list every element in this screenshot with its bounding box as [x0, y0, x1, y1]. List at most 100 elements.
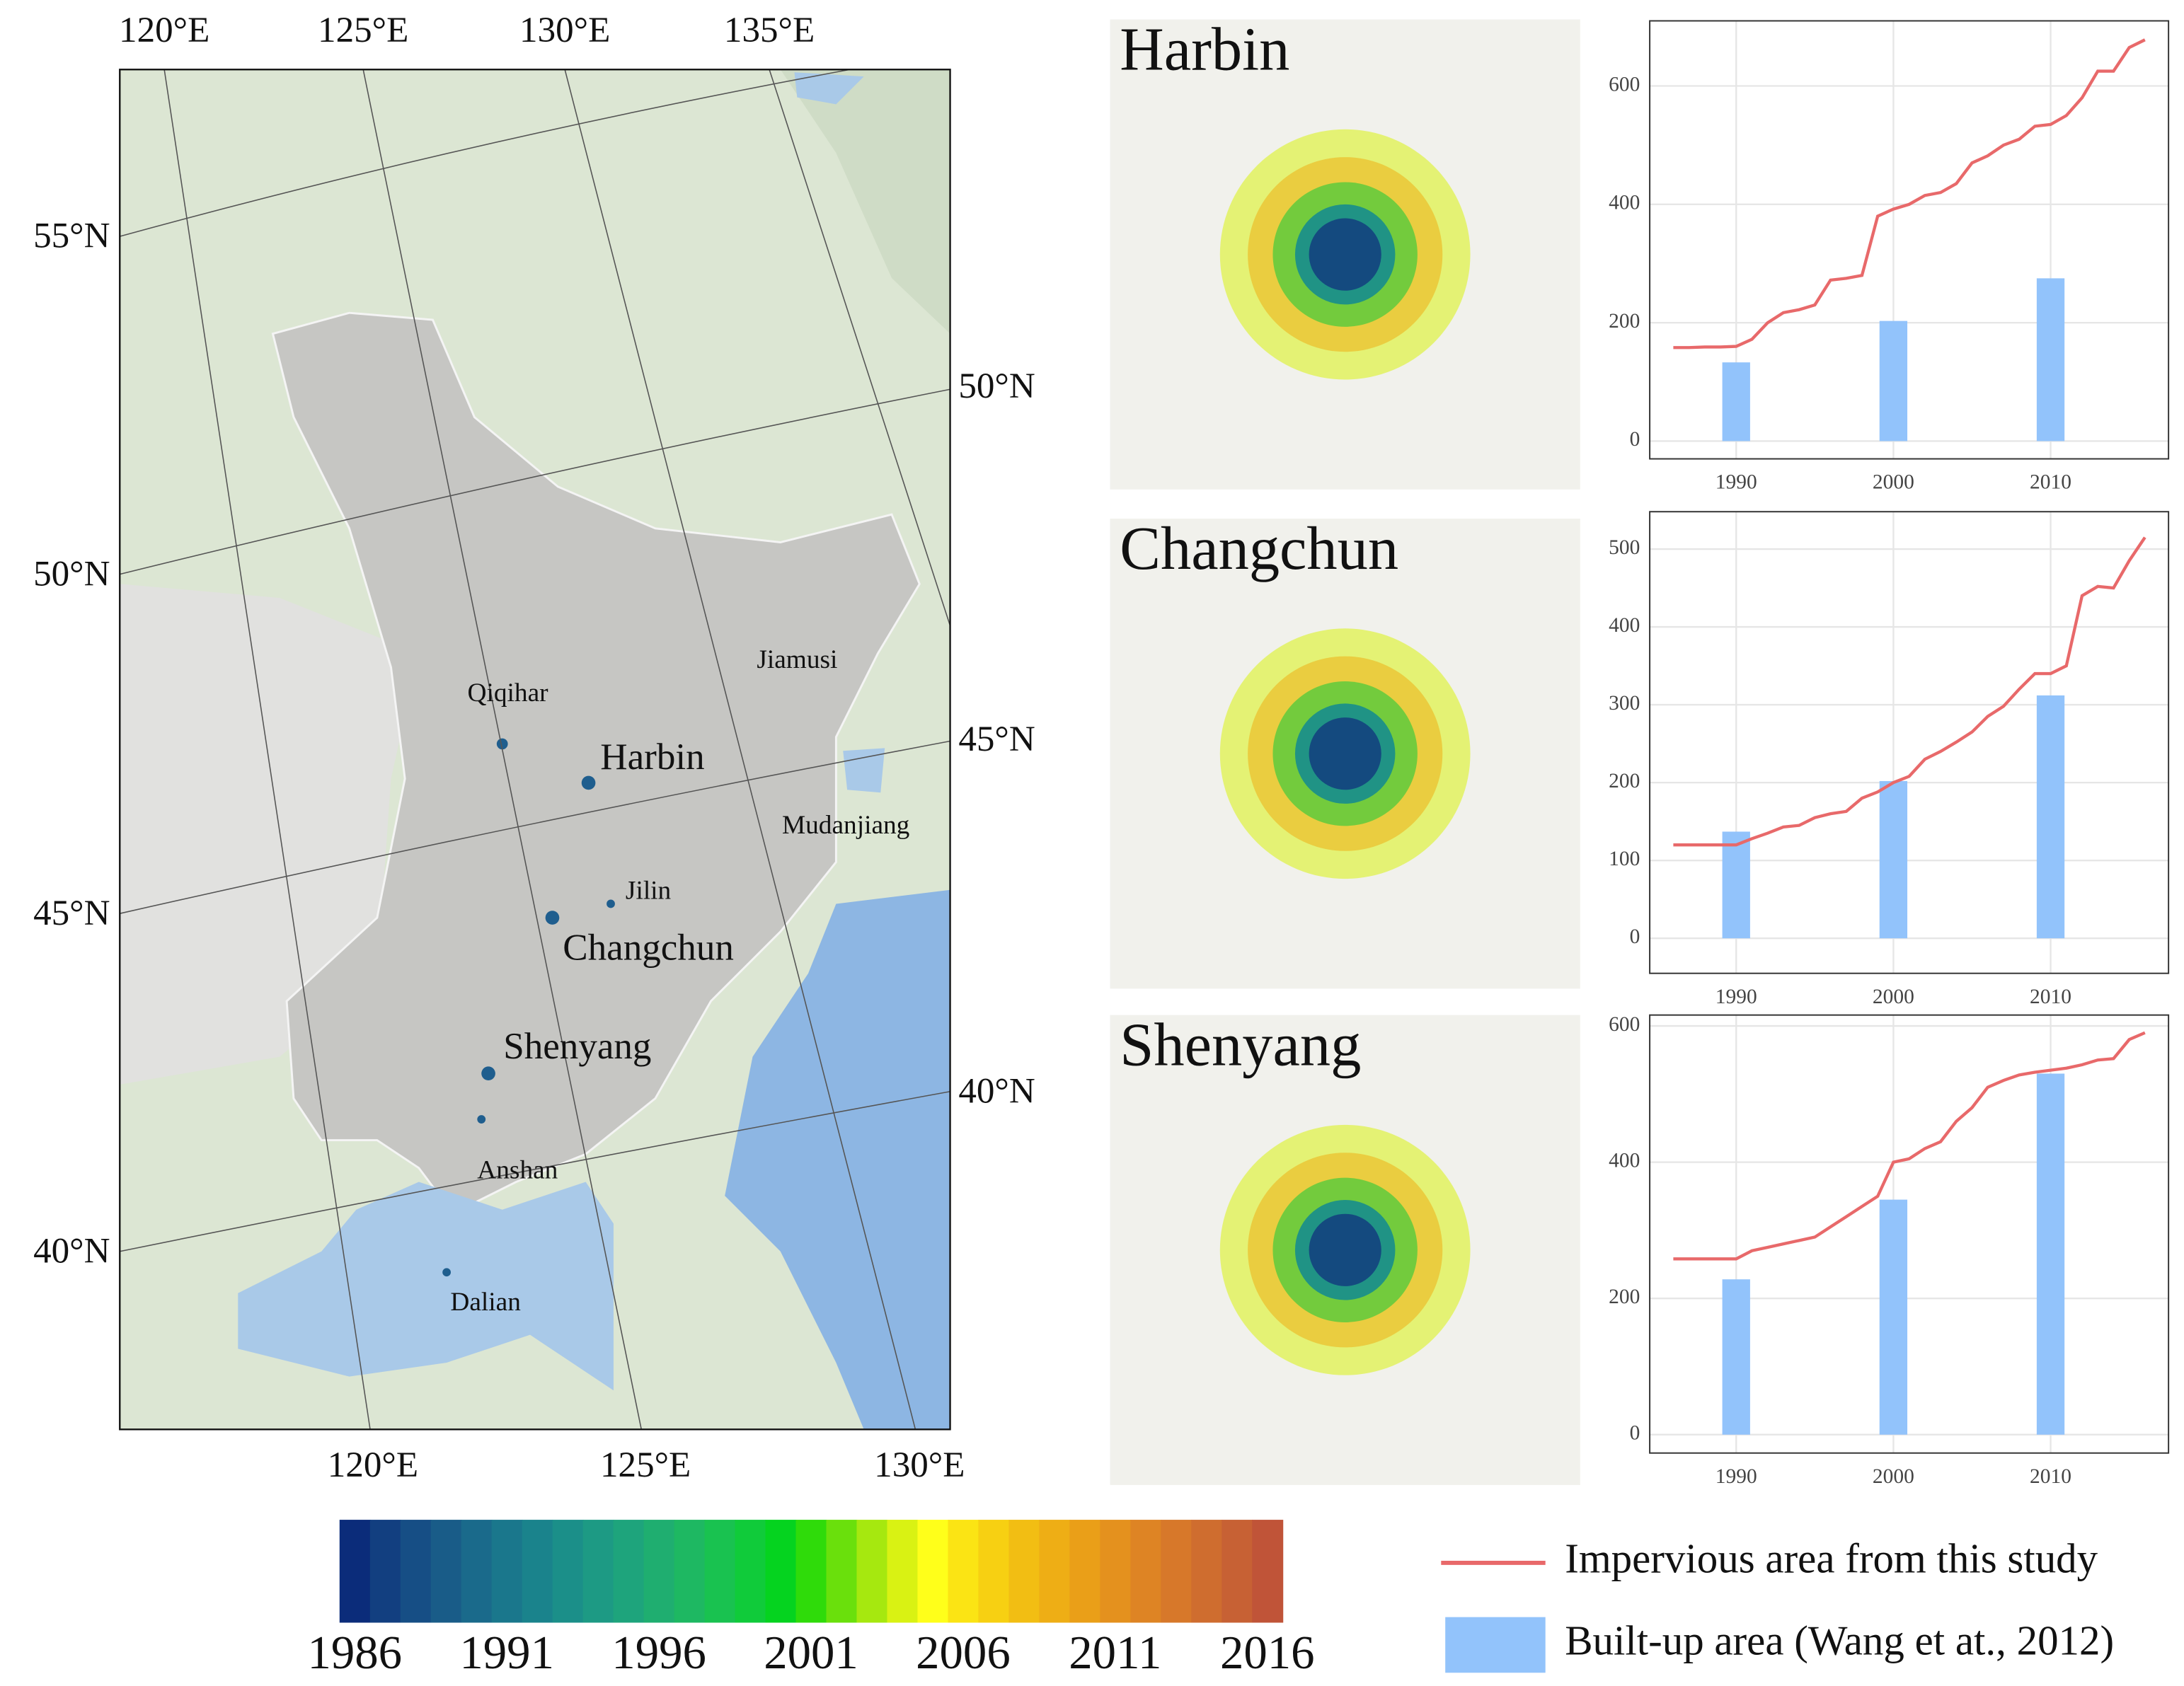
colorbar-label: 2011 — [1069, 1627, 1161, 1679]
meridian — [362, 69, 643, 1430]
colorbar-segment — [643, 1520, 675, 1623]
line — [1673, 536, 2146, 847]
city-label: Anshan — [477, 1155, 558, 1184]
colorbar-segment — [1222, 1520, 1253, 1623]
colorbar-segment — [491, 1520, 523, 1623]
colorbar-segment — [978, 1520, 1010, 1623]
x-tick-label: 1990 — [1715, 471, 1757, 494]
colorbar-label: 1991 — [459, 1627, 554, 1679]
northeast-china — [271, 311, 921, 1281]
bar — [2036, 1073, 2065, 1435]
colorbar-segment — [1008, 1520, 1040, 1623]
city-label: Mudanjiang — [782, 811, 909, 840]
y-tick-label: 400 — [1609, 1149, 1640, 1172]
x-tick-label: 2000 — [1873, 471, 1914, 494]
city-spot — [496, 738, 508, 750]
colorbar-segment — [1039, 1520, 1071, 1623]
bohai-sea — [238, 1182, 614, 1391]
city-spot — [477, 1115, 486, 1124]
colorbar-segment — [856, 1520, 888, 1623]
y-tick-label: 200 — [1609, 1286, 1640, 1308]
lat-label: 45°N — [958, 719, 1035, 759]
colorbar-segment — [674, 1520, 706, 1623]
legend-swatch — [1445, 1617, 1546, 1673]
lat-label: 45°N — [33, 893, 110, 933]
parallel — [120, 388, 950, 575]
colorbar-segment — [1191, 1520, 1223, 1623]
lon-label: 120°E — [328, 1445, 418, 1485]
city-image-title: Harbin — [1120, 15, 1289, 83]
y-tick-label: 500 — [1609, 536, 1640, 559]
x-tick-label: 2010 — [2030, 1465, 2071, 1488]
city-label: Shenyang — [503, 1026, 651, 1067]
y-tick-label: 200 — [1609, 770, 1640, 792]
x-tick-label: 2010 — [2030, 471, 2071, 494]
legend-label: Built-up area (Wang et at., 2012) — [1565, 1617, 2114, 1663]
colorbar-segment — [400, 1520, 432, 1623]
colorbar-segment — [1252, 1520, 1284, 1623]
colorbar-segment — [948, 1520, 979, 1623]
map-frame — [119, 69, 951, 1431]
city-label: Qiqihar — [468, 679, 549, 708]
y-tick-label: 400 — [1609, 192, 1640, 214]
colorbar-label: 1996 — [611, 1627, 706, 1679]
map: 120°E 125°E 130°E 135°E 55°N 50°N 45°N 4… — [33, 10, 1035, 1485]
city-spot — [481, 1066, 495, 1081]
bar — [1722, 1279, 1750, 1435]
lake — [794, 72, 864, 105]
meridian — [769, 69, 951, 626]
y-tick-label: 400 — [1609, 614, 1640, 637]
y-tick-label: 100 — [1609, 848, 1640, 870]
lat-label: 50°N — [958, 366, 1035, 406]
x-tick-label: 2000 — [1873, 986, 1914, 1008]
bar — [1722, 362, 1750, 441]
x-tick-label: 1990 — [1715, 986, 1757, 1008]
city-spot — [545, 911, 560, 925]
y-tick-label: 300 — [1609, 692, 1640, 715]
colorbar-label: 2001 — [764, 1627, 858, 1679]
y-tick-label: 0 — [1630, 428, 1640, 451]
bar — [2036, 695, 2065, 939]
x-tick-label: 2010 — [2030, 986, 2071, 1008]
bar — [2036, 278, 2065, 441]
lon-label: 120°E — [119, 10, 209, 50]
colorbar-segment — [461, 1520, 493, 1623]
city-image-title: Shenyang — [1120, 1011, 1361, 1079]
city-label: Changchun — [563, 927, 734, 968]
colorbar-segment — [582, 1520, 614, 1623]
colorbar-segment — [795, 1520, 827, 1623]
lon-label: 130°E — [874, 1445, 965, 1485]
bar — [1879, 1199, 1908, 1435]
city-spot — [581, 775, 596, 790]
land-shade — [780, 69, 950, 334]
city-label: Dalian — [450, 1288, 521, 1317]
plot-frame — [1649, 20, 2170, 460]
lat-label: 50°N — [33, 553, 110, 594]
urban-extent — [1309, 1213, 1381, 1286]
y-tick-label: 600 — [1609, 1013, 1640, 1036]
line — [1673, 1031, 2146, 1261]
colorbar-segment — [613, 1520, 645, 1623]
lat-label: 55°N — [33, 216, 110, 256]
city-image-title: Changchun — [1120, 514, 1398, 582]
lon-label: 125°E — [318, 10, 408, 50]
x-tick-label: 2000 — [1873, 1465, 1914, 1488]
lat-label: 40°N — [33, 1230, 110, 1271]
lon-label: 135°E — [724, 10, 815, 50]
x-tick-label: 1990 — [1715, 1465, 1757, 1488]
urban-extent — [1309, 717, 1381, 790]
colorbar-segment — [1069, 1520, 1101, 1623]
sea-of-japan — [725, 889, 950, 1430]
plot-frame — [1649, 1014, 2170, 1454]
bar — [1879, 321, 1908, 441]
colorbar-segment — [1161, 1520, 1192, 1623]
colorbar-segment — [552, 1520, 584, 1623]
lat-label: 40°N — [958, 1070, 1035, 1111]
city-spot — [442, 1268, 452, 1277]
colorbar-segment — [369, 1520, 401, 1623]
y-tick-label: 0 — [1630, 1421, 1640, 1444]
colorbar-segment — [917, 1520, 949, 1623]
colorbar-segment — [1130, 1520, 1162, 1623]
colorbar-segment — [735, 1520, 766, 1623]
